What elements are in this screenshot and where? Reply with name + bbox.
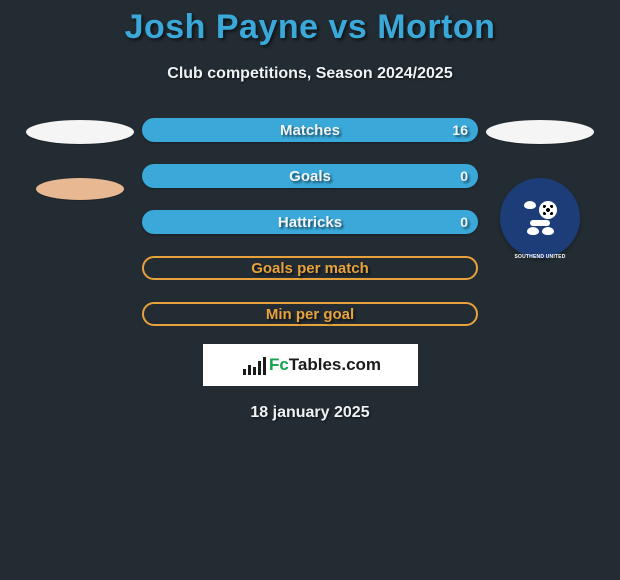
- right-team-crest-placeholder: [486, 120, 594, 144]
- left-team-crest-primary: [26, 120, 134, 144]
- stat-bar-goals-per-match: Goals per match: [142, 256, 478, 280]
- stat-label: Hattricks: [278, 214, 342, 231]
- fctables-prefix: Fc: [269, 355, 289, 374]
- stat-bar-goals: Goals 0: [142, 164, 478, 188]
- stat-bar-matches: Matches 16: [142, 118, 478, 142]
- fctables-tld: .com: [341, 355, 381, 374]
- date-label: 18 january 2025: [0, 404, 620, 422]
- stat-bar-min-per-goal: Min per goal: [142, 302, 478, 326]
- fctables-watermark[interactable]: FcTables.com: [203, 344, 418, 386]
- stat-value-right: 16: [452, 122, 468, 138]
- stat-label: Goals: [289, 168, 331, 185]
- fctables-suffix: Tables: [289, 355, 342, 374]
- comparison-card: Josh Payne vs Morton Club competitions, …: [0, 0, 620, 580]
- stat-label: Goals per match: [251, 260, 369, 277]
- crest-bird-icon: [527, 227, 539, 235]
- comparison-body: Matches 16 Goals 0 Hattricks 0 Goals per…: [0, 118, 620, 326]
- right-team-column: SOUTHEND UNITED: [480, 118, 600, 258]
- stat-label: Min per goal: [266, 306, 354, 323]
- crest-text: SOUTHEND UNITED: [500, 254, 580, 260]
- right-team-crest: SOUTHEND UNITED: [500, 178, 580, 258]
- subtitle: Club competitions, Season 2024/2025: [0, 65, 620, 83]
- stat-bar-hattricks: Hattricks 0: [142, 210, 478, 234]
- crest-bird-icon: [542, 227, 554, 235]
- stat-label: Matches: [280, 122, 340, 139]
- stat-value-right: 0: [460, 168, 468, 184]
- fctables-text: FcTables.com: [269, 355, 381, 375]
- page-title: Josh Payne vs Morton: [0, 0, 620, 47]
- stat-value-right: 0: [460, 214, 468, 230]
- stat-bars: Matches 16 Goals 0 Hattricks 0 Goals per…: [140, 118, 480, 326]
- crest-inner: [509, 187, 571, 249]
- left-team-column: [20, 118, 140, 200]
- left-team-crest-secondary: [36, 178, 124, 200]
- crest-ball-icon: [539, 201, 557, 219]
- bar-chart-icon: [239, 353, 263, 377]
- crest-bird-icon: [524, 201, 536, 209]
- crest-wave-icon: [530, 220, 550, 226]
